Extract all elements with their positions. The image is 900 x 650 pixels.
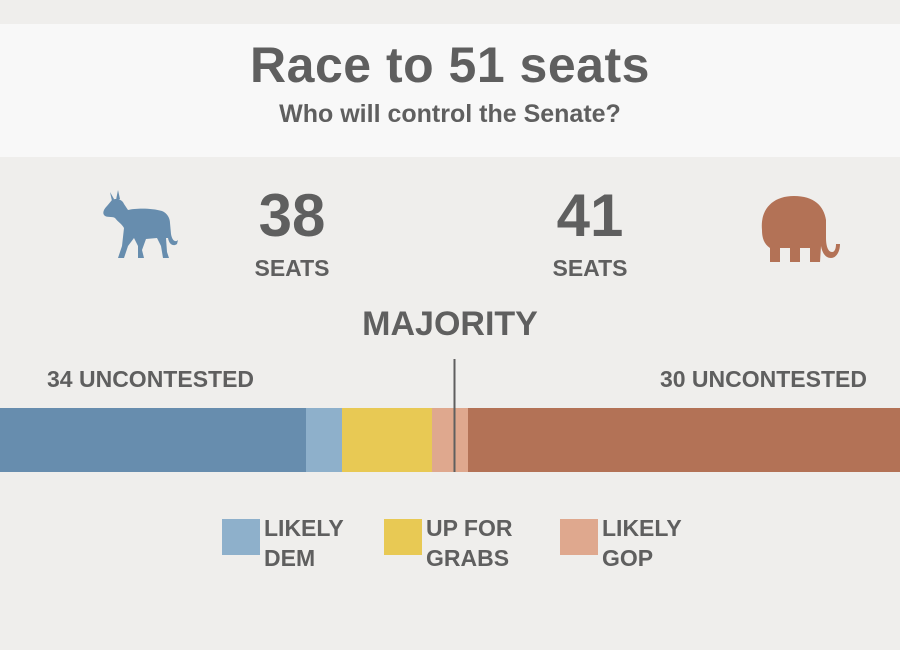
gop-uncontested-label: 30 UNCONTESTED	[659, 366, 867, 392]
legend-label: LIKELY DEM	[264, 515, 344, 571]
bar-segment-likely-dem	[306, 408, 342, 472]
bar-segment-gop-uncontested	[468, 408, 900, 472]
header: Race to 51 seats Who will control the Se…	[0, 24, 900, 157]
bar-segment-dem-uncontested	[0, 408, 306, 472]
dem-seats-label: SEATS	[254, 255, 330, 281]
bar-segment-up-for-grabs	[342, 408, 432, 472]
gop-seats-label: SEATS	[552, 255, 628, 281]
dem-uncontested-label: 34 UNCONTESTED	[47, 366, 255, 392]
legend-swatch	[384, 519, 422, 555]
legend-swatch	[222, 519, 260, 555]
chart-title: Race to 51 seats	[250, 37, 650, 93]
legend-label: LIKELY GOP	[602, 515, 682, 571]
seat-bar-chart	[0, 359, 900, 472]
gop-seat-count: 41	[556, 182, 624, 249]
elephant-icon	[761, 196, 840, 262]
dem-seat-count: 38	[258, 182, 326, 249]
legend-swatch	[560, 519, 598, 555]
bar-segment-likely-gop	[432, 408, 468, 472]
legend-label: UP FOR GRABS	[426, 515, 513, 571]
chart-subtitle: Who will control the Senate?	[279, 100, 621, 128]
donkey-icon	[103, 190, 178, 258]
majority-label: MAJORITY	[362, 305, 538, 343]
